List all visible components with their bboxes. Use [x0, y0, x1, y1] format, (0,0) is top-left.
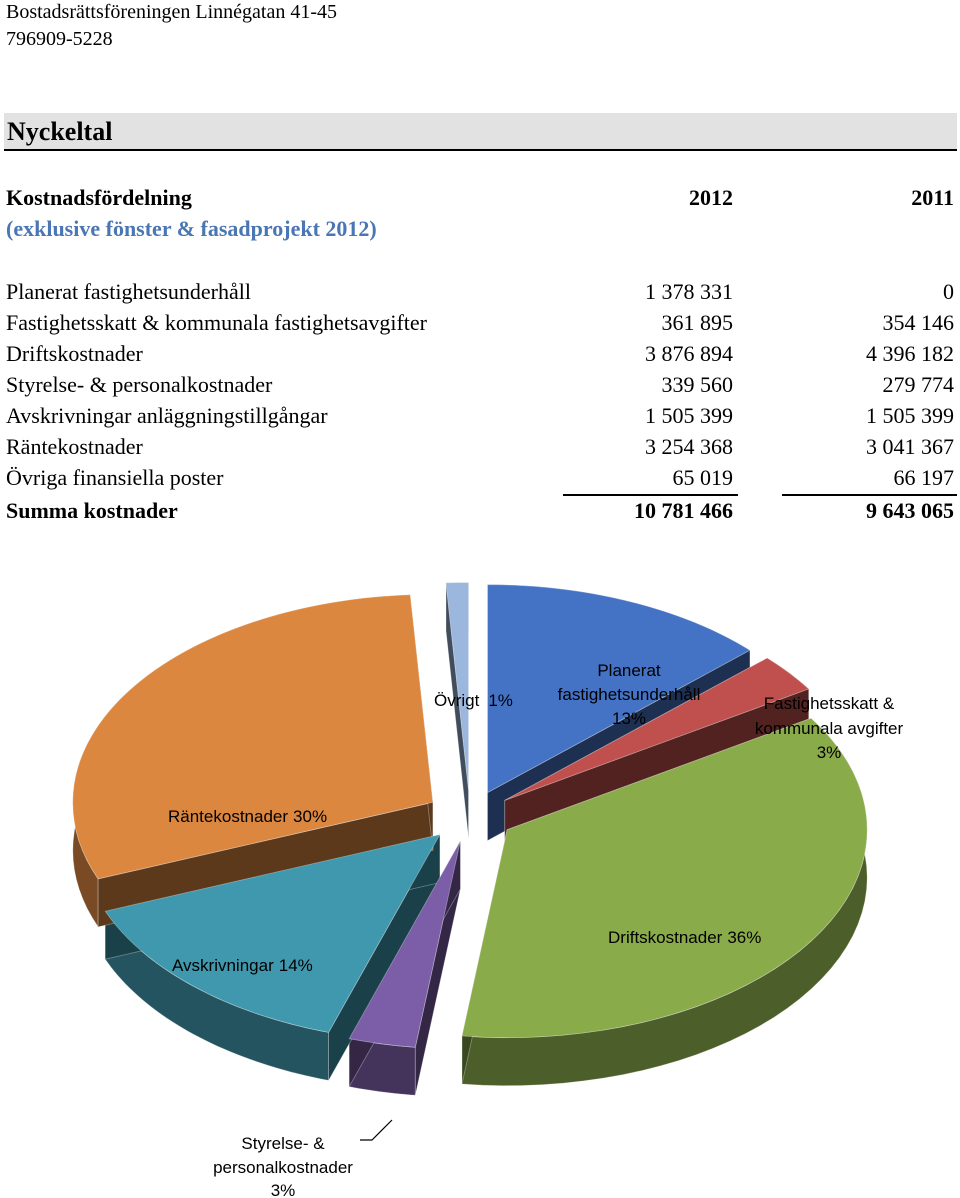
pie-label-depreciation: Avskrivningar 14%	[172, 956, 313, 975]
row-value-2012: 1 505 399	[645, 403, 733, 428]
sum-rule-2011	[782, 494, 957, 496]
table-subtitle: (exklusive fönster & fasadprojekt 2012)	[6, 216, 377, 241]
section-title: Nyckeltal	[7, 117, 113, 146]
row-value-2011: 0	[943, 279, 954, 304]
pie-label-board-line1: Styrelse- &	[241, 1134, 325, 1153]
row-label: Planerat fastighetsunderhåll	[6, 279, 251, 304]
table-header-row: Kostnadsfördelning 2012 2011	[6, 185, 954, 215]
table-row: Övriga finansiella poster 65 019 66 197	[6, 465, 954, 495]
sum-rule-2012	[563, 494, 738, 496]
pie-slice-styrelse-personalkostnader	[348, 840, 461, 1048]
pie-label-interest: Räntekostnader 30%	[168, 807, 327, 826]
total-value-2012: 10 781 466	[634, 498, 733, 523]
pie-label-tax-line1: Fastighetsskatt &	[764, 694, 895, 713]
total-row: Summa kostnader 10 781 466 9 643 065	[6, 498, 954, 528]
row-value-2012: 1 378 331	[645, 279, 733, 304]
row-value-2012: 339 560	[661, 372, 734, 397]
row-value-2011: 4 396 182	[866, 341, 954, 366]
organization-name: Bostadsrättsföreningen Linnégatan 41-45	[6, 1, 338, 23]
table-row: Räntekostnader 3 254 368 3 041 367	[6, 434, 954, 464]
row-label: Styrelse- & personalkostnader	[6, 372, 273, 397]
row-label: Övriga finansiella poster	[6, 465, 224, 490]
column-header-2011: 2011	[911, 185, 954, 210]
pie-slice-planerat-fastighetsunderhåll	[487, 584, 751, 794]
row-value-2012: 65 019	[672, 465, 734, 490]
table-row: Avskrivningar anläggningstillgångar 1 50…	[6, 403, 954, 433]
pie-top-group	[72, 582, 868, 1048]
board-label-leader-line	[360, 1119, 393, 1141]
pie-slice-avskrivningar	[104, 834, 441, 1033]
pie-slice-driftskostnader	[461, 717, 868, 1039]
table-title: Kostnadsfördelning	[6, 185, 192, 210]
pie-slice-fastighetsskatt-kommunala-avgifter	[504, 657, 810, 801]
row-value-2011: 354 146	[882, 310, 955, 335]
row-value-2012: 3 876 894	[645, 341, 733, 366]
table-row: Styrelse- & personalkostnader 339 560 27…	[6, 372, 954, 402]
pie-label-planned-percent: 13%	[612, 709, 646, 728]
row-label: Driftskostnader	[6, 341, 143, 366]
table-row: Planerat fastighetsunderhåll 1 378 331 0	[6, 279, 954, 309]
cost-distribution-pie-chart: Övrigt 1% Planerat fastighetsunderhåll 13…	[72, 582, 904, 1198]
organization-number: 796909-5228	[6, 28, 113, 50]
row-label: Fastighetsskatt & kommunala fastighetsav…	[6, 310, 427, 335]
row-value-2011: 279 774	[882, 372, 955, 397]
pie-label-tax-line2: kommunala avgifter	[755, 719, 904, 738]
pie-label-group: Övrigt 1% Planerat fastighetsunderhåll 13…	[168, 661, 904, 1198]
table-row: Driftskostnader 3 876 894 4 396 182	[6, 341, 954, 371]
pie-label-planned-line1: Planerat	[597, 661, 661, 680]
pie-label-tax-percent: 3%	[817, 743, 842, 762]
table-subtitle-row: (exklusive fönster & fasadprojekt 2012)	[6, 216, 954, 246]
total-label: Summa kostnader	[6, 498, 178, 523]
table-row: Fastighetsskatt & kommunala fastighetsav…	[6, 310, 954, 340]
row-value-2012: 3 254 368	[645, 434, 733, 459]
pie-label-planned-line2: fastighetsunderhåll	[558, 685, 701, 704]
pie-slice-räntekostnader	[72, 594, 434, 880]
pie-label-board-line2: personalkostnader	[213, 1158, 353, 1177]
row-value-2011: 66 197	[893, 465, 955, 490]
row-label: Räntekostnader	[6, 434, 143, 459]
pie-slice-övrigt	[445, 582, 469, 791]
section-heading-bar: Nyckeltal	[4, 113, 957, 151]
row-value-2011: 3 041 367	[866, 434, 954, 459]
pie-label-operating: Driftskostnader 36%	[608, 928, 761, 947]
pie-label-other: Övrigt 1%	[434, 691, 513, 710]
row-value-2012: 361 895	[661, 310, 734, 335]
pie-label-board-percent: 3%	[271, 1181, 296, 1198]
row-label: Avskrivningar anläggningstillgångar	[6, 403, 328, 428]
total-value-2011: 9 643 065	[866, 498, 954, 523]
column-header-2012: 2012	[689, 185, 733, 210]
row-value-2011: 1 505 399	[866, 403, 954, 428]
